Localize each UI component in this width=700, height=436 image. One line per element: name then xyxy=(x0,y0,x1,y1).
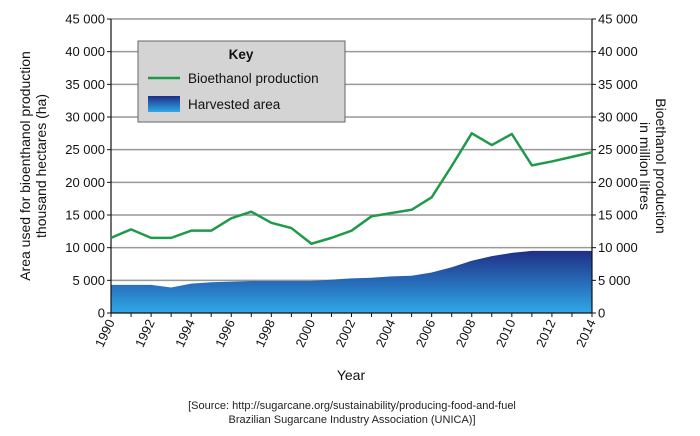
legend-label-bioethanol: Bioethanol production xyxy=(188,71,319,86)
y-tick-label-left: 15 000 xyxy=(65,208,105,223)
y-tick-label-left: 35 000 xyxy=(65,77,105,92)
left-y-axis-title-line-1: Area used for bioenthanol production xyxy=(17,51,33,281)
y-tick-label-right: 10 000 xyxy=(598,240,638,255)
x-tick-label: 1994 xyxy=(172,317,198,350)
y-tick-label-left: 10 000 xyxy=(65,240,105,255)
x-tick-label: 2010 xyxy=(493,317,519,350)
x-tick-label: 2014 xyxy=(573,317,599,350)
source-line-2: Brazilian Sugarcane Industry Association… xyxy=(229,414,476,426)
x-tick-label: 2004 xyxy=(372,317,398,350)
x-tick-label: 2008 xyxy=(453,317,479,350)
right-y-axis-title-line-2: in million litres xyxy=(637,122,653,210)
y-tick-label-left: 30 000 xyxy=(65,110,105,125)
x-axis-title: Year xyxy=(337,367,366,383)
left-y-axis-title-line-2: thousand hectares (ha) xyxy=(33,94,49,238)
y-tick-label-right: 45 000 xyxy=(598,12,638,27)
legend: Key Bioethanol production Harvested area xyxy=(137,40,346,123)
y-tick-label-right: 40 000 xyxy=(598,44,638,59)
y-tick-label-left: 45 000 xyxy=(65,12,105,27)
x-tick-label: 1998 xyxy=(252,317,278,350)
x-tick-label: 1996 xyxy=(212,317,238,350)
left-y-tick-labels: 0 5 000 10 000 15 000 20 000 25 000 30 000 35 0… xyxy=(65,12,105,321)
y-tick-label-right: 0 xyxy=(598,306,605,321)
harvested-area-series xyxy=(111,250,592,313)
y-tick-label-left: 20 000 xyxy=(65,175,105,190)
x-tick-label: 2002 xyxy=(332,317,358,350)
y-tick-label-left: 40 000 xyxy=(65,44,105,59)
y-tick-label-left: 0 xyxy=(98,306,105,321)
legend-title: Key xyxy=(229,47,254,62)
y-tick-label-right: 20 000 xyxy=(598,175,638,190)
x-tick-labels: 1990 1992 1994 1996 1998 2000 2002 2004 2006 2008… xyxy=(92,317,599,350)
legend-label-harvested-area: Harvested area xyxy=(188,97,281,112)
x-tick-label: 1992 xyxy=(132,317,158,350)
y-tick-label-right: 35 000 xyxy=(598,77,638,92)
x-tick-label: 2006 xyxy=(413,317,439,350)
y-tick-label-right: 25 000 xyxy=(598,142,638,157)
x-tick-label: 2012 xyxy=(533,317,559,350)
y-tick-label-right: 30 000 xyxy=(598,110,638,125)
legend-area-swatch xyxy=(148,96,180,112)
y-tick-label-right: 15 000 xyxy=(598,208,638,223)
axis-frame xyxy=(107,18,596,317)
right-y-tick-labels: 0 5 000 10 000 15 000 20 000 25 000 30 000 35 0… xyxy=(598,12,638,321)
right-y-axis-title-line-1: Bioethanol production xyxy=(653,98,669,233)
y-tick-label-left: 5 000 xyxy=(72,273,105,288)
source-line-1: [Source: http://sugarcane.org/sustainabi… xyxy=(188,400,516,412)
y-tick-label-left: 25 000 xyxy=(65,142,105,157)
x-tick-label: 2000 xyxy=(292,317,318,350)
bioethanol-production-series xyxy=(110,132,593,245)
y-tick-label-right: 5 000 xyxy=(598,273,631,288)
x-tick-label: 1990 xyxy=(92,317,118,350)
